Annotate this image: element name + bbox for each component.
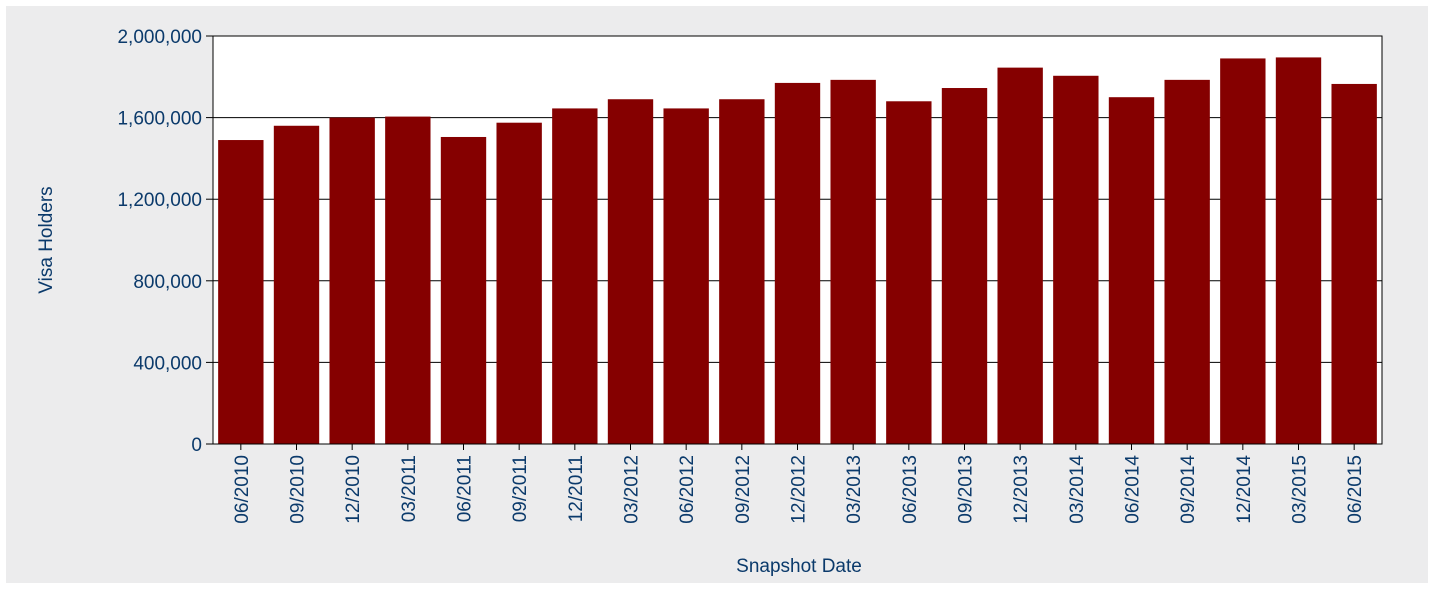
bar (830, 79, 876, 445)
bar (385, 116, 431, 444)
x-tick-label: 09/2012 (733, 455, 754, 524)
bar (1108, 97, 1155, 444)
x-tick-label: 06/2014 (1123, 455, 1144, 524)
y-tick-label: 1,200,000 (117, 190, 202, 211)
bar (719, 99, 765, 445)
x-tick-label: 03/2015 (1290, 455, 1311, 524)
y-tick-label: 2,000,000 (117, 27, 202, 48)
bars (218, 57, 1377, 445)
y-tick-label: 1,600,000 (117, 109, 202, 130)
bar (552, 108, 598, 445)
x-tick-label: 12/2010 (343, 455, 364, 524)
bar (496, 122, 542, 444)
bar (273, 125, 320, 444)
x-tick-label: 03/2014 (1067, 455, 1088, 524)
bar (607, 99, 654, 445)
bar (1053, 75, 1099, 444)
bar (886, 101, 932, 444)
y-tick-label: 800,000 (133, 272, 202, 293)
bar (1331, 83, 1377, 444)
x-tick-label: 12/2011 (566, 455, 587, 522)
x-tick-label: 03/2013 (844, 455, 865, 524)
bar (663, 108, 709, 445)
x-tick-label: 12/2012 (789, 455, 810, 524)
bar (1220, 58, 1266, 444)
bar (329, 117, 375, 444)
x-tick-label: 03/2012 (622, 455, 643, 524)
x-tick-label: 09/2013 (956, 455, 977, 524)
bar (997, 67, 1043, 445)
x-tick-label: 09/2014 (1178, 455, 1199, 524)
x-tick-label: 06/2015 (1345, 455, 1366, 524)
x-tick-label: 03/2011 (399, 455, 420, 522)
x-axis-title: Snapshot Date (736, 556, 862, 577)
x-tick-label: 06/2013 (900, 455, 921, 524)
y-tick-label: 0 (191, 435, 202, 456)
x-tick-label: 06/2010 (232, 455, 253, 524)
bar (1275, 57, 1322, 445)
x-tick-label: 09/2010 (288, 455, 309, 524)
x-tick-label: 12/2014 (1234, 455, 1255, 524)
x-tick-label: 12/2013 (1011, 455, 1032, 524)
y-axis-title: Visa Holders (36, 186, 57, 293)
bar (1164, 79, 1210, 445)
bar (218, 140, 264, 445)
bar (941, 88, 988, 445)
y-axis-ticks: 0 400,000 800,000 1,200,000 1,600,000 2,000,0… (117, 27, 213, 456)
bar (440, 136, 487, 445)
x-axis-ticks: 06/2010 09/2010 12/2010 03/2011 06/2011 09/20… (232, 444, 1366, 524)
x-tick-label: 06/2012 (677, 455, 698, 524)
x-tick-label: 06/2011 (455, 455, 476, 522)
y-tick-label: 400,000 (133, 353, 202, 374)
bar (774, 82, 821, 445)
x-tick-label: 09/2011 (510, 455, 531, 522)
